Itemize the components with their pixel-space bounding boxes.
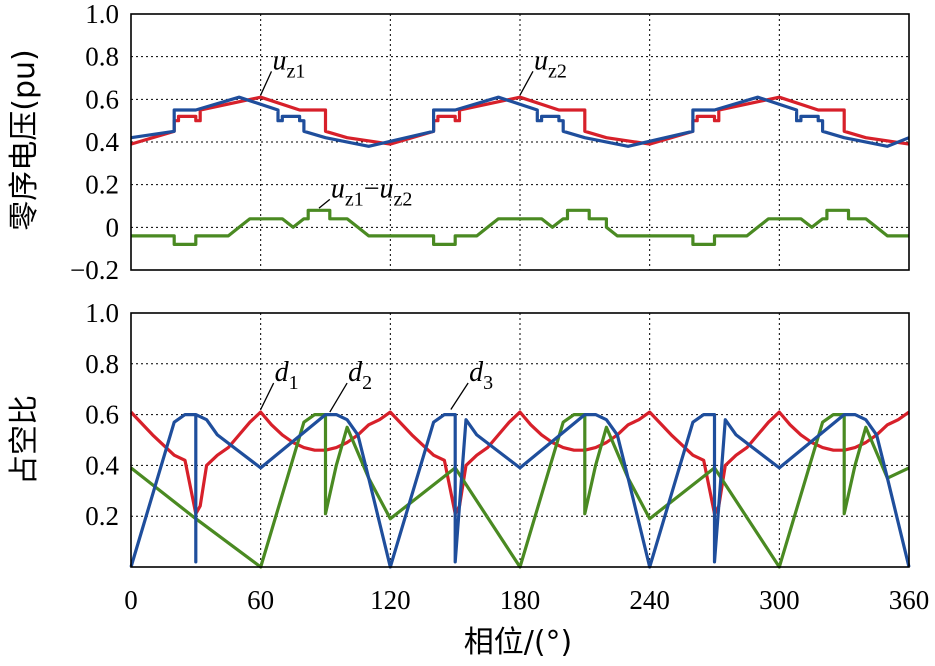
- series-annotation-label: d2: [348, 357, 372, 394]
- x-tick-label: 120: [370, 585, 411, 615]
- bottom-panel-duty-cycle: 1.0 0.8 0.6 0.4 0.2 0 60 120 180 240 300 360 d1 d2 d3: [85, 298, 929, 615]
- x-tick-label: 180: [500, 585, 541, 615]
- y-tick-label: 0.2: [85, 501, 119, 531]
- annotation-leader-line: [318, 198, 331, 209]
- plot-frame: [130, 13, 910, 271]
- series-line-uz2: [130, 95, 910, 148]
- series-line-uz1: [130, 95, 910, 146]
- y-tick-label: 0: [106, 212, 120, 242]
- annotation-leader-line: [260, 382, 275, 410]
- annotation-leader-line: [450, 382, 469, 410]
- series-annotation-label: uz1: [272, 45, 305, 82]
- y-tick-label: 0.8: [85, 349, 119, 379]
- y-tick-label: 0.4: [85, 127, 119, 157]
- top-panel-zero-sequence-voltage: 1.0 0.8 0.6 0.4 0.2 0 −0.2 uz1 uz2 uz1−uz2: [70, 0, 910, 285]
- y-tick-label: −0.2: [70, 255, 119, 285]
- annotation-leader-line: [260, 71, 273, 96]
- x-tick-label: 300: [759, 585, 800, 615]
- y-tick-label: 0.2: [85, 170, 119, 200]
- x-axis-label: 相位/(°): [464, 625, 573, 660]
- annotation-leader-line: [329, 382, 348, 413]
- top-y-axis-label: 零序电压(pu): [7, 49, 42, 230]
- y-tick-label: 0.4: [85, 450, 119, 480]
- y-tick-label: 1.0: [85, 0, 119, 29]
- series-line-d3: [129, 413, 911, 569]
- series-annotation-label: d1: [275, 357, 299, 394]
- x-tick-label: 360: [889, 585, 930, 615]
- series-line-d1: [129, 410, 910, 516]
- x-tick-label: 0: [124, 585, 138, 615]
- bottom-y-axis-label: 占空比: [7, 395, 42, 485]
- series-line-uz1−uz2: [131, 208, 909, 246]
- x-tick-label: 240: [629, 585, 670, 615]
- series-annotation-label: uz1−uz2: [331, 173, 413, 210]
- annotation-leader-line: [519, 71, 534, 96]
- y-tick-label: 0.8: [85, 42, 119, 72]
- y-tick-label: 0.6: [85, 84, 119, 114]
- y-tick-label: 1.0: [85, 298, 119, 328]
- x-tick-label: 60: [247, 585, 274, 615]
- y-tick-label: 0.6: [85, 400, 119, 430]
- series-annotation-label: d3: [469, 357, 493, 394]
- series-annotation-label: uz2: [534, 45, 567, 82]
- plot-frame: [130, 312, 910, 568]
